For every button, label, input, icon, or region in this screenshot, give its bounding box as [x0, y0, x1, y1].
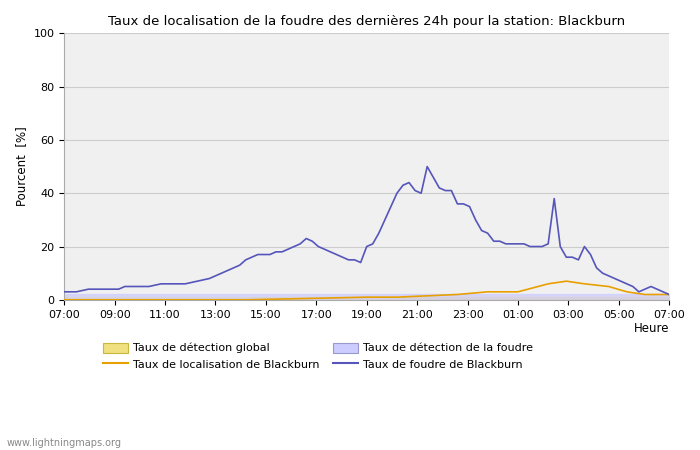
Y-axis label: Pourcent  [%]: Pourcent [%] [15, 127, 28, 207]
X-axis label: Heure: Heure [634, 322, 669, 335]
Title: Taux de localisation de la foudre des dernières 24h pour la station: Blackburn: Taux de localisation de la foudre des de… [108, 15, 625, 28]
Text: www.lightningmaps.org: www.lightningmaps.org [7, 438, 122, 448]
Legend: Taux de détection global, Taux de localisation de Blackburn, Taux de détection d: Taux de détection global, Taux de locali… [104, 343, 533, 370]
